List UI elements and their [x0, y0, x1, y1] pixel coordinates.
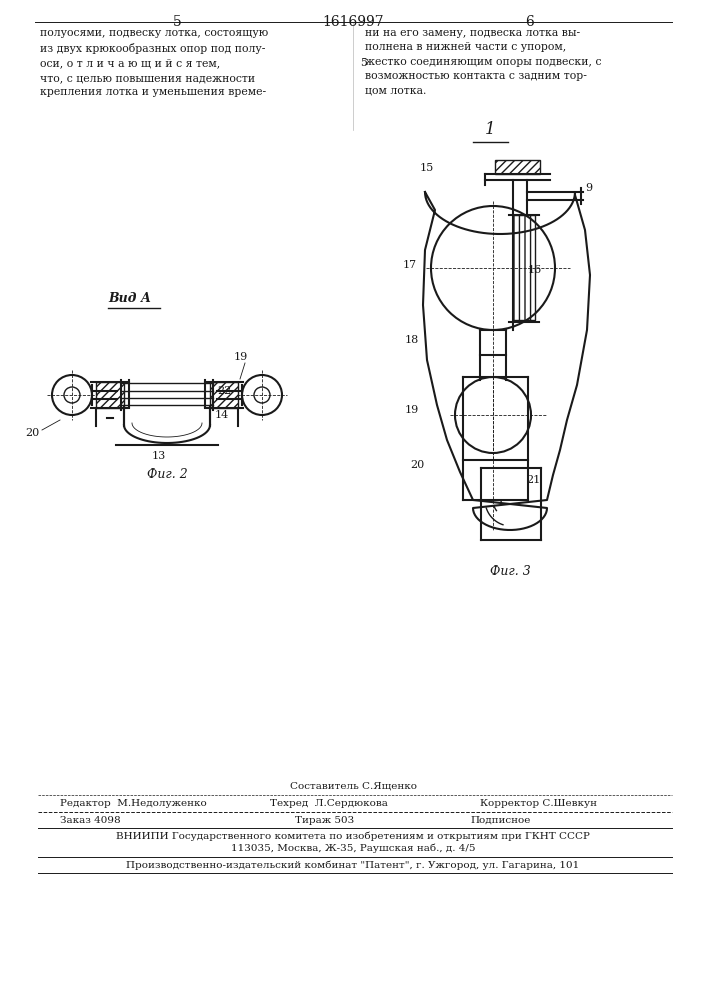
- Text: 13: 13: [152, 451, 166, 461]
- Text: 19: 19: [234, 352, 248, 362]
- Text: 15: 15: [420, 163, 434, 173]
- Text: 1: 1: [485, 121, 496, 138]
- Text: Составитель С.Ященко: Составитель С.Ященко: [289, 781, 416, 790]
- Text: полуосями, подвеску лотка, состоящую
из двух крюкообразных опор под полу-
оси, о: полуосями, подвеску лотка, состоящую из …: [40, 28, 268, 97]
- Text: 1616997: 1616997: [322, 15, 384, 29]
- Text: Заказ 4098: Заказ 4098: [60, 816, 121, 825]
- Text: Редактор  М.Недолуженко: Редактор М.Недолуженко: [60, 799, 206, 808]
- Text: Фиг. 2: Фиг. 2: [146, 468, 187, 481]
- Text: 21: 21: [526, 475, 540, 485]
- Text: 9: 9: [585, 183, 592, 193]
- Text: ни на его замену, подвеска лотка вы-
полнена в нижней части с упором,
жестко сое: ни на его замену, подвеска лотка вы- пол…: [365, 28, 602, 96]
- Text: Фиг. 3: Фиг. 3: [490, 565, 530, 578]
- Polygon shape: [495, 160, 540, 174]
- Text: Вид А: Вид А: [108, 292, 151, 305]
- Text: Тираж 503: Тираж 503: [295, 816, 354, 825]
- Text: 17: 17: [403, 260, 417, 270]
- Text: 16: 16: [528, 265, 542, 275]
- Text: 20: 20: [25, 428, 40, 438]
- Text: Производственно-издательский комбинат "Патент", г. Ужгород, ул. Гагарина, 101: Производственно-издательский комбинат "П…: [127, 860, 580, 870]
- Text: 18: 18: [405, 335, 419, 345]
- Text: 6: 6: [525, 15, 534, 29]
- Text: 20: 20: [410, 460, 424, 470]
- Text: 113035, Москва, Ж-35, Раушская наб., д. 4/5: 113035, Москва, Ж-35, Раушская наб., д. …: [230, 844, 475, 853]
- Text: 19: 19: [405, 405, 419, 415]
- Polygon shape: [210, 382, 238, 408]
- Text: 5: 5: [173, 15, 182, 29]
- Text: Корректор С.Шевкун: Корректор С.Шевкун: [480, 799, 597, 808]
- Text: Техред  Л.Сердюкова: Техред Л.Сердюкова: [270, 799, 388, 808]
- Polygon shape: [513, 215, 535, 320]
- Text: Подписное: Подписное: [470, 816, 530, 825]
- Text: 5: 5: [360, 58, 367, 68]
- Text: 22: 22: [217, 386, 231, 396]
- Text: ВНИИПИ Государственного комитета по изобретениям и открытиям при ГКНТ СССР: ВНИИПИ Государственного комитета по изоб…: [116, 832, 590, 841]
- Text: 14: 14: [215, 410, 229, 420]
- Polygon shape: [96, 382, 124, 408]
